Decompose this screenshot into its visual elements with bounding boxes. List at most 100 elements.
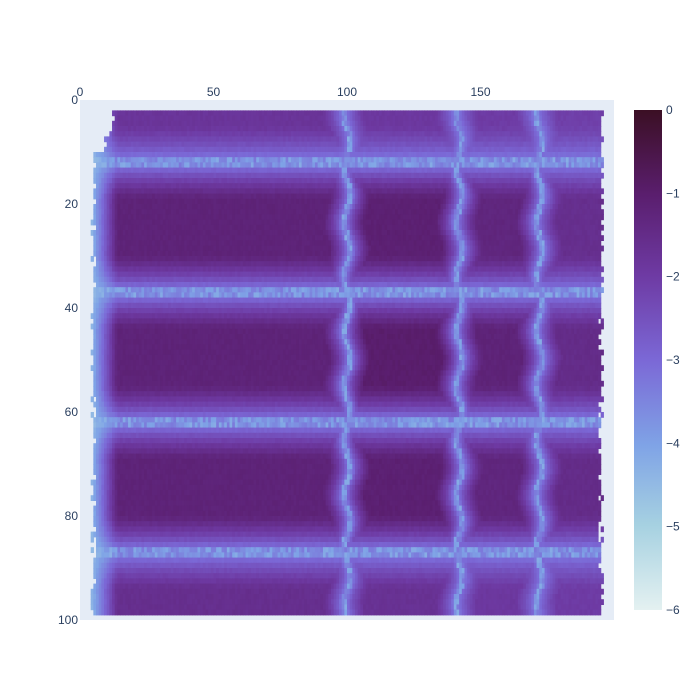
heatmap-cell	[413, 224, 418, 231]
heatmap-cell	[301, 219, 305, 226]
heatmap-cell	[170, 120, 175, 127]
heatmap-cell	[480, 219, 484, 226]
heatmap-cell	[461, 162, 466, 169]
heatmap-cell	[173, 136, 177, 143]
heatmap-cell	[443, 157, 447, 163]
heatmap-cell	[285, 198, 289, 205]
heatmap-cell	[395, 172, 399, 179]
heatmap-cell	[277, 193, 281, 200]
heatmap-cell	[157, 110, 161, 117]
heatmap-cell	[389, 188, 393, 195]
heatmap-cell	[328, 183, 332, 189]
heatmap-cell	[544, 204, 548, 210]
heatmap-cell	[475, 209, 479, 215]
heatmap-cell	[589, 136, 594, 143]
heatmap-cell	[210, 120, 215, 127]
heatmap-cell	[504, 214, 508, 221]
heatmap-cell	[403, 219, 407, 226]
heatmap-cell	[536, 224, 540, 231]
heatmap-cell	[395, 146, 399, 153]
heatmap-cell	[154, 152, 159, 158]
heatmap-cell	[413, 172, 418, 179]
heatmap-cell	[355, 214, 359, 221]
heatmap-cell	[456, 172, 460, 179]
heatmap-cell	[146, 214, 151, 221]
heatmap-cell	[117, 126, 121, 132]
heatmap-cell	[104, 183, 108, 189]
heatmap-cell	[432, 193, 436, 200]
heatmap-cell	[389, 152, 393, 158]
heatmap-cell	[477, 110, 482, 117]
heatmap-cell	[288, 115, 292, 122]
heatmap-cell	[448, 188, 452, 195]
heatmap-cell	[469, 178, 474, 184]
heatmap-cell	[136, 131, 140, 137]
heatmap-cell	[563, 204, 567, 210]
heatmap-cell	[472, 198, 476, 205]
heatmap-cell	[304, 219, 308, 226]
heatmap-cell	[547, 219, 551, 226]
heatmap-cell	[130, 141, 134, 148]
heatmap-cell	[344, 162, 348, 169]
heatmap-cell	[133, 178, 137, 184]
heatmap-cell	[352, 214, 356, 221]
heatmap-cell	[363, 178, 367, 184]
heatmap-cell	[170, 110, 175, 117]
heatmap-cell	[405, 193, 410, 200]
heatmap-cell	[477, 204, 482, 210]
heatmap-cell	[157, 115, 161, 122]
heatmap-cell	[274, 152, 279, 158]
heatmap-cell	[411, 214, 415, 221]
heatmap-cell	[387, 115, 391, 122]
heatmap-cell	[282, 204, 287, 210]
heatmap-cell	[146, 146, 151, 153]
heatmap-cell	[373, 115, 377, 122]
heatmap-cell	[136, 110, 140, 117]
heatmap-cell	[298, 131, 303, 137]
heatmap-cell	[584, 141, 588, 148]
heatmap-cell	[467, 110, 471, 117]
heatmap-cell	[365, 198, 369, 205]
heatmap-cell	[280, 188, 284, 195]
heatmap-cell	[306, 131, 311, 137]
heatmap-cell	[178, 219, 183, 226]
heatmap-cell	[429, 224, 434, 231]
heatmap-cell	[541, 146, 546, 153]
heatmap-cell	[154, 126, 159, 132]
heatmap-cell	[344, 146, 348, 153]
heatmap-cell	[480, 183, 484, 189]
heatmap-cell	[141, 110, 145, 117]
heatmap-cell	[325, 110, 329, 117]
heatmap-cell	[432, 172, 436, 179]
heatmap-cell	[186, 183, 191, 189]
heatmap-cell	[467, 167, 471, 174]
heatmap-cell	[178, 178, 183, 184]
heatmap-cell	[565, 162, 570, 169]
heatmap-cell	[210, 152, 215, 158]
heatmap-cell	[416, 198, 420, 205]
heatmap-cell	[112, 204, 116, 210]
heatmap-cell	[290, 131, 295, 137]
heatmap-cell	[352, 152, 356, 158]
heatmap-cell	[266, 120, 271, 127]
heatmap-cell	[213, 178, 217, 184]
heatmap-cell	[274, 141, 279, 148]
heatmap-cell	[472, 162, 476, 169]
heatmap-cell	[587, 188, 591, 195]
heatmap-cell	[157, 178, 161, 184]
heatmap-cell	[512, 167, 516, 174]
heatmap-cell	[320, 126, 324, 132]
heatmap-cell	[587, 198, 591, 205]
heatmap-cell	[208, 198, 212, 205]
heatmap-cell	[112, 126, 116, 132]
heatmap-cell	[477, 188, 482, 195]
heatmap-cell	[544, 188, 548, 195]
heatmap-cell	[496, 188, 500, 195]
heatmap-cell	[483, 204, 487, 210]
heatmap-cell	[173, 167, 177, 174]
heatmap-cell	[221, 204, 225, 210]
heatmap-cell	[298, 219, 303, 226]
heatmap-cell	[125, 172, 129, 179]
heatmap-cell	[576, 219, 580, 226]
heatmap-cell	[245, 167, 249, 174]
